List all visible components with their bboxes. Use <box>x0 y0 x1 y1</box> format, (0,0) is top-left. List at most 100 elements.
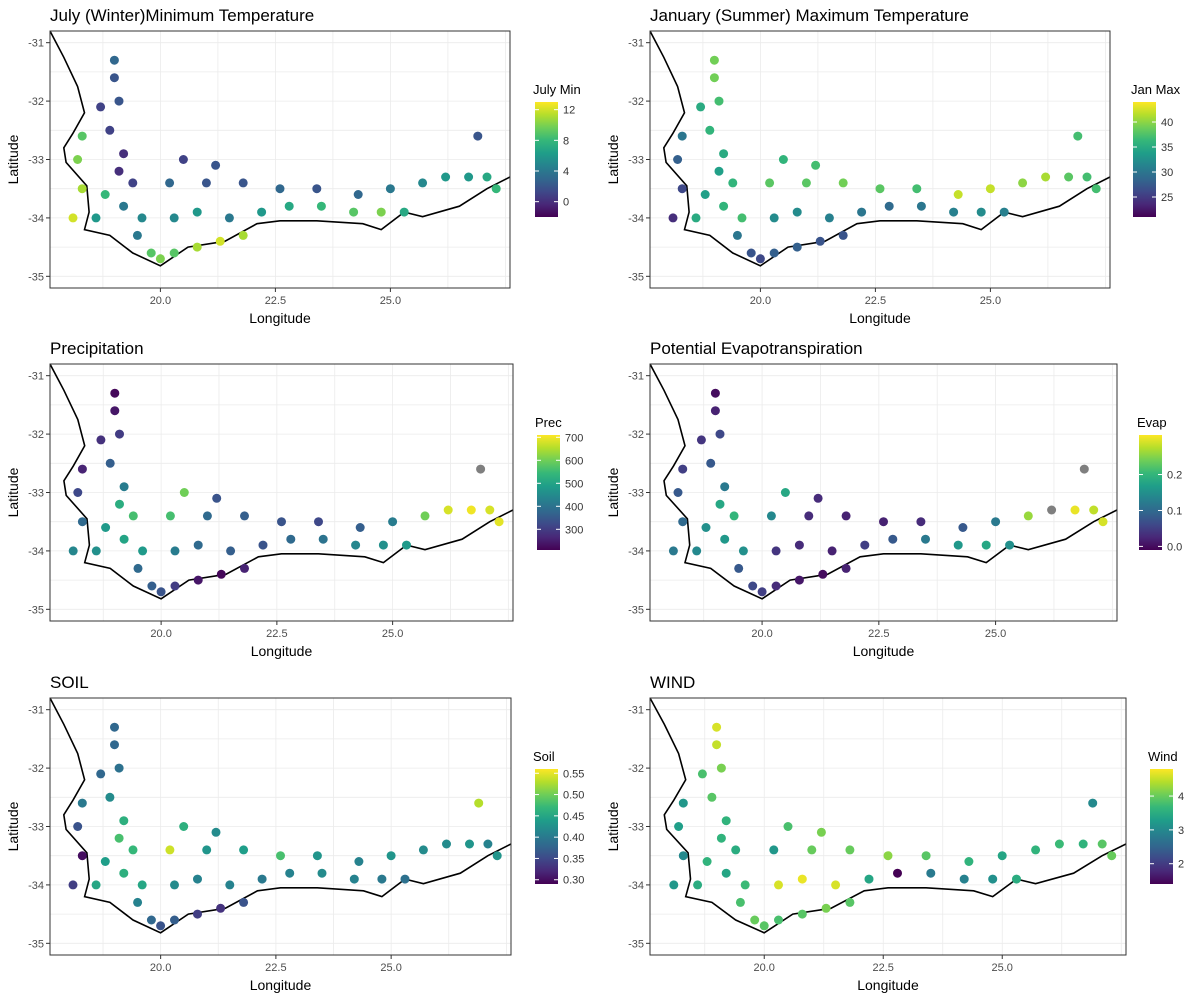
data-point <box>731 845 741 855</box>
data-point <box>474 798 484 808</box>
data-points <box>669 722 1117 931</box>
y-tick-label: -34 <box>628 880 644 892</box>
y-axis-title: Latitude <box>5 467 21 517</box>
gridlines <box>650 698 1126 955</box>
x-tick-label: 20.0 <box>754 962 775 974</box>
data-point <box>669 880 679 890</box>
data-point <box>441 172 451 182</box>
legend-tick-label: 0.50 <box>563 790 584 802</box>
chart-panel-1: July (Winter)Minimum Temperature 20.0 22.5… <box>5 6 581 326</box>
y-axis-title: Latitude <box>605 467 621 517</box>
legend-title: Jan Max <box>1131 82 1181 97</box>
data-point <box>96 769 106 779</box>
data-point <box>355 523 365 532</box>
data-point <box>192 207 202 217</box>
data-point <box>418 178 428 188</box>
data-point <box>169 213 179 223</box>
data-point <box>351 540 361 550</box>
data-point <box>715 499 725 509</box>
data-point <box>1023 511 1033 521</box>
data-point <box>77 798 87 808</box>
gridlines <box>650 364 1117 621</box>
x-tick-label: 22.5 <box>265 962 286 974</box>
data-point <box>771 546 781 556</box>
data-point <box>165 511 175 521</box>
data-point <box>774 915 783 925</box>
data-point <box>916 517 926 527</box>
data-point <box>238 230 248 240</box>
data-point <box>988 874 998 884</box>
x-axis-title: Longitude <box>250 977 312 993</box>
legend-colorbar <box>535 769 558 884</box>
data-point <box>146 915 156 925</box>
data-point <box>838 230 848 240</box>
data-point <box>1088 798 1098 808</box>
data-point <box>1047 505 1057 515</box>
legend: Wind 4 3 2 <box>1148 749 1184 884</box>
data-point <box>211 160 221 170</box>
data-point <box>714 96 724 106</box>
data-point <box>165 845 175 855</box>
data-point <box>706 458 716 468</box>
legend-title: Evap <box>1137 415 1167 430</box>
data-point <box>465 839 474 849</box>
data-point <box>354 857 364 866</box>
y-tick-label: -34 <box>628 546 644 558</box>
legend-colorbar <box>1139 435 1162 550</box>
data-point <box>317 868 327 878</box>
data-point <box>147 581 157 591</box>
y-tick-label: -32 <box>28 763 44 775</box>
data-point <box>239 845 249 855</box>
y-tick-label: -31 <box>628 705 644 717</box>
data-point <box>958 523 968 532</box>
data-point <box>226 546 236 556</box>
data-point <box>494 517 504 527</box>
data-point <box>225 880 235 890</box>
data-point <box>133 897 143 907</box>
data-point <box>146 248 156 258</box>
data-point <box>1005 540 1015 550</box>
data-point <box>77 184 87 194</box>
data-point <box>492 851 502 861</box>
data-point <box>702 857 712 866</box>
data-point <box>701 523 711 532</box>
data-point <box>224 213 234 223</box>
data-point <box>156 587 166 597</box>
data-point <box>991 517 1001 527</box>
data-point <box>466 505 476 515</box>
data-point <box>719 149 729 159</box>
y-tick-label: -33 <box>28 488 44 500</box>
y-tick-label: -33 <box>28 822 44 834</box>
data-point <box>985 184 995 194</box>
x-tick-label: 20.0 <box>150 295 171 307</box>
data-point <box>916 201 926 211</box>
data-point <box>997 851 1007 861</box>
data-point <box>156 921 166 931</box>
data-point <box>377 874 387 884</box>
data-point <box>73 488 83 497</box>
legend-tick-label: 0.40 <box>563 832 584 844</box>
data-point <box>476 464 486 474</box>
data-point <box>953 190 963 199</box>
data-point <box>673 155 683 164</box>
data-point <box>114 96 124 106</box>
data-point <box>953 540 963 550</box>
data-point <box>912 184 922 194</box>
chart-panel-4: Potential Evapotranspiration 20.0 22.5 25.0… <box>605 339 1182 659</box>
data-point <box>257 207 267 217</box>
data-point <box>68 213 78 223</box>
y-tick-label: -35 <box>28 271 44 283</box>
x-tick-label: 25.0 <box>992 962 1013 974</box>
legend-colorbar <box>1133 102 1156 217</box>
data-point <box>155 254 165 264</box>
data-point <box>879 517 888 527</box>
chart-title: Potential Evapotranspiration <box>650 339 863 358</box>
data-point <box>442 839 451 849</box>
legend-tick-label: 700 <box>565 432 583 444</box>
data-point <box>797 874 807 884</box>
data-point <box>137 880 147 890</box>
data-point <box>746 248 756 258</box>
data-point <box>831 880 841 890</box>
data-point <box>132 230 142 240</box>
